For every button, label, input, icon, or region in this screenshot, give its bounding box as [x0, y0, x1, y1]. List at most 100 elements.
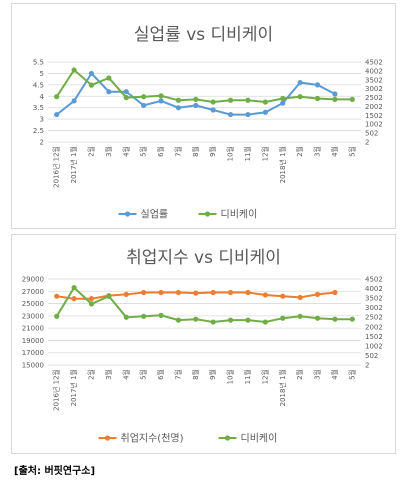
chart-title: 실업률 vs 디비케이 — [134, 25, 273, 45]
x-tick-label: 2월 — [295, 369, 304, 380]
series-line-2 — [55, 68, 353, 104]
legend-swatch-marker — [224, 435, 231, 441]
x-tick-label: 2월 — [86, 146, 95, 157]
data-point — [106, 293, 112, 299]
legend-label: 디비케이 — [241, 433, 278, 445]
legend-swatch-marker — [204, 211, 211, 217]
x-tick-label: 5월 — [347, 146, 356, 157]
y-left-tick-label: 2.5 — [33, 127, 44, 135]
data-point — [175, 97, 182, 103]
x-tick-label: 2018년 1월 — [278, 369, 287, 406]
legend-swatch-marker — [104, 435, 111, 441]
data-point — [158, 98, 164, 104]
y-left-tick-label: 19000 — [22, 337, 44, 345]
x-tick-label: 6월 — [156, 369, 165, 380]
y-right-tick-label: 4502 — [365, 59, 383, 67]
x-tick-label: 2016년 12월 — [52, 369, 61, 411]
data-point — [141, 102, 147, 109]
source-caption: [출처: 버핏연구소] — [14, 466, 96, 477]
data-point — [106, 75, 112, 81]
data-point — [54, 94, 60, 100]
data-point — [297, 294, 303, 301]
data-point — [245, 317, 251, 323]
x-tick-label: 2018년 1월 — [278, 146, 287, 183]
data-point — [88, 82, 95, 88]
legend-label: 취업지수(천명) — [121, 432, 184, 445]
x-tick-label: 11월 — [243, 369, 252, 384]
y-left-tick-label: 23000 — [22, 312, 44, 320]
x-tick-label: 3월 — [104, 146, 113, 157]
y-left-tick-label: 21000 — [22, 325, 44, 333]
chart-unemployment-vs-dbk: 실업률 vs 디비케이22.533.544.555.52502100215022… — [33, 25, 383, 221]
x-tick-label: 2월 — [86, 369, 95, 380]
y-right-tick-label: 4502 — [365, 276, 383, 284]
data-point — [123, 94, 129, 101]
data-point — [280, 293, 286, 299]
y-right-tick-label: 1502 — [365, 333, 383, 341]
x-tick-label: 10월 — [226, 146, 235, 161]
data-point — [175, 317, 182, 323]
y-right-tick-label: 2002 — [365, 103, 383, 111]
data-point — [71, 67, 77, 73]
data-point — [227, 111, 234, 118]
data-point — [245, 111, 251, 118]
x-tick-label: 9월 — [208, 369, 217, 380]
data-point — [54, 293, 60, 299]
data-point — [314, 82, 321, 88]
y-right-tick-label: 3002 — [365, 85, 383, 93]
x-tick-label: 11월 — [243, 146, 252, 161]
y-right-tick-label: 1502 — [365, 112, 383, 120]
x-tick-label: 5월 — [139, 146, 148, 157]
legend-label: 실업률 — [141, 208, 169, 221]
y-left-tick-label: 17000 — [22, 349, 44, 357]
data-point — [280, 95, 286, 102]
data-point — [280, 100, 286, 106]
chart-panel-unemployment: 실업률 vs 디비케이 2 2.5 3 3.5 4 4.5 5 5.5 2 502 1002 1502 2… — [11, 3, 396, 229]
data-point — [193, 102, 199, 109]
y-right-tick-label: 3502 — [365, 76, 383, 84]
data-point — [123, 89, 129, 95]
y-left-tick-label: 4.5 — [33, 81, 44, 89]
data-point — [141, 94, 147, 100]
y-left-tick-label: 4 — [40, 93, 45, 101]
x-tick-label: 8월 — [191, 146, 200, 157]
y-right-tick-label: 2 — [365, 139, 369, 147]
x-tick-label: 4월 — [330, 369, 339, 380]
x-tick-label: 5월 — [347, 369, 356, 380]
data-point — [123, 291, 129, 297]
data-point — [88, 301, 95, 307]
x-tick-label: 2월 — [295, 146, 304, 157]
data-point — [297, 94, 303, 100]
chart-employment-vs-dbk: 취업지수 vs 디비케이1500017000190002100023000250… — [22, 248, 383, 445]
x-tick-label: 6월 — [156, 146, 165, 157]
y-left-tick-label: 5 — [40, 70, 44, 78]
chart-title: 취업지수 vs 디비케이 — [126, 248, 281, 268]
x-tick-label: 7월 — [173, 369, 182, 380]
data-point — [210, 289, 216, 296]
data-point — [88, 70, 95, 77]
data-point — [314, 95, 321, 102]
y-right-tick-label: 3002 — [365, 304, 383, 312]
data-point — [349, 96, 355, 102]
y-right-tick-label: 2002 — [365, 323, 383, 331]
data-point — [54, 111, 60, 118]
data-point — [297, 313, 303, 319]
y-left-tick-label: 3.5 — [33, 104, 44, 112]
y-left-tick-label: 2 — [40, 139, 44, 147]
data-point — [297, 79, 303, 86]
y-right-tick-label: 3502 — [365, 295, 383, 303]
y-right-tick-label: 2 — [365, 362, 369, 370]
x-tick-label: 2017년 1월 — [69, 369, 78, 406]
y-left-tick-label: 25000 — [22, 300, 44, 308]
data-point — [332, 316, 338, 322]
x-tick-label: 4월 — [121, 369, 130, 380]
data-point — [314, 291, 321, 297]
y-right-tick-label: 502 — [365, 352, 378, 360]
series-line-2 — [55, 286, 353, 324]
data-point — [262, 109, 268, 115]
x-tick-label: 7월 — [173, 146, 182, 157]
data-point — [193, 290, 199, 296]
y-left-tick-label: 29000 — [22, 276, 44, 284]
data-point — [54, 313, 60, 319]
data-point — [141, 289, 147, 296]
